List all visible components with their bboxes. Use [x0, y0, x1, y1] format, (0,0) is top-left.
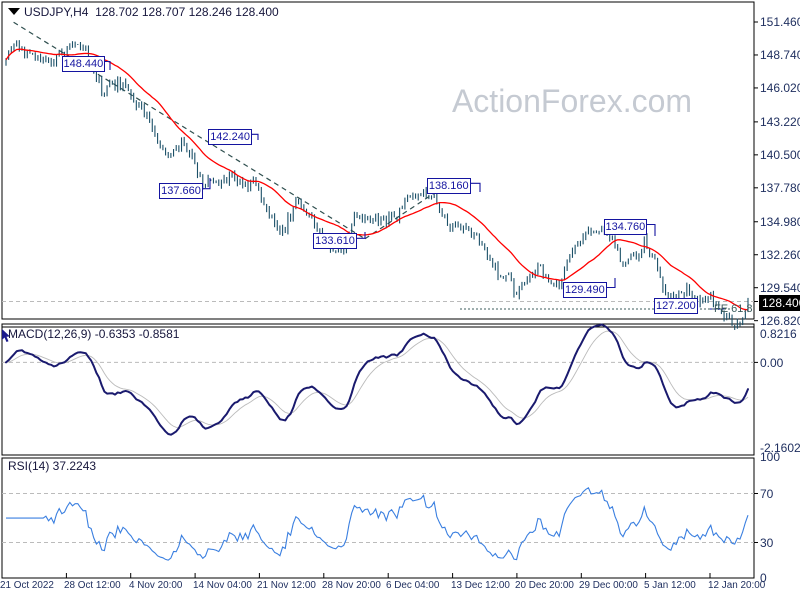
svg-text:FE 61.8: FE 61.8 [714, 303, 753, 315]
svg-text:ActionForex.com: ActionForex.com [452, 83, 692, 119]
